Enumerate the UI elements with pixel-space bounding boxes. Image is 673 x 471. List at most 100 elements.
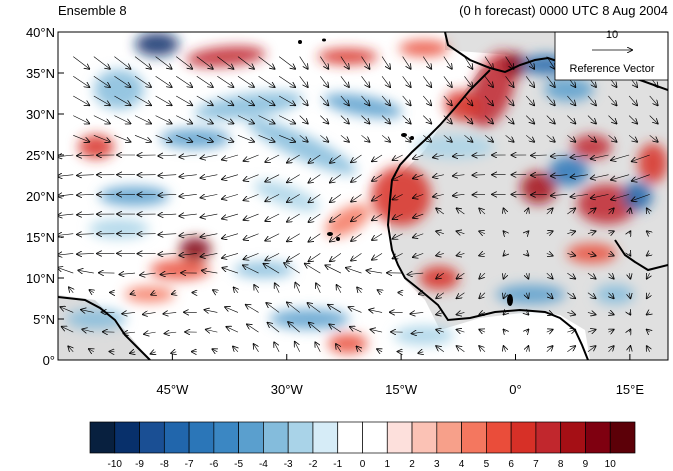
wind-vector (73, 115, 89, 124)
colorbar-segment (535, 421, 562, 454)
wind-vector (647, 346, 650, 352)
contour-blob (571, 134, 612, 159)
wind-vector (158, 155, 177, 156)
wind-vector (484, 56, 493, 69)
contour-blob (179, 237, 212, 262)
wind-vector (457, 253, 465, 255)
colorbar-segment (337, 421, 363, 454)
wind-vector (647, 312, 650, 314)
colorbar-segment (411, 421, 438, 454)
wind-vector (275, 283, 279, 293)
wind-vector (436, 253, 444, 255)
wind-vector (567, 253, 575, 255)
reference-vector-box (554, 32, 668, 81)
wind-vector (479, 292, 486, 299)
colorbar-label: 2 (409, 459, 415, 470)
wind-vector (351, 233, 362, 241)
wind-vector (628, 135, 637, 141)
colorbar-label: 5 (484, 459, 490, 470)
wind-vector (402, 95, 411, 105)
wind-vector (179, 253, 197, 255)
wind-vector (349, 307, 362, 313)
wind-vector (179, 194, 197, 196)
wind-vector (647, 253, 650, 255)
wind-vector (237, 95, 254, 105)
colorbar-segment (362, 421, 388, 454)
wind-vector (393, 233, 403, 239)
wind-vector (526, 293, 528, 299)
wind-vector (567, 292, 575, 299)
wind-vector (377, 349, 382, 352)
wind-vector (155, 95, 172, 105)
wind-vector (591, 174, 609, 179)
wind-vector (346, 268, 362, 274)
wind-vector (205, 310, 218, 313)
colorbar-segment (461, 421, 487, 454)
wind-vector (58, 268, 74, 274)
wind-vector (609, 330, 614, 333)
contour-blob (548, 156, 589, 187)
wind-vector (320, 76, 328, 87)
wind-vector (629, 253, 630, 255)
y-tick-label: 35°N (26, 66, 55, 81)
wind-vector (587, 208, 596, 215)
x-tick-label: 30°W (271, 382, 304, 397)
wind-vector (457, 272, 465, 279)
y-tick-label: 5°N (33, 312, 55, 327)
wind-vector (299, 135, 308, 141)
wind-vector (93, 95, 110, 105)
wind-vector (402, 56, 411, 69)
wind-vector (278, 115, 295, 124)
wind-vector (505, 115, 514, 124)
contour-field (66, 32, 668, 354)
wind-vector (457, 231, 465, 233)
wind-vector (351, 253, 362, 260)
wind-vector (287, 194, 300, 202)
wind-vector (546, 292, 553, 299)
wind-vector (393, 174, 403, 180)
wind-vector (591, 194, 609, 198)
contour-blob (269, 309, 350, 329)
wind-vector (567, 272, 575, 279)
wind-vector (123, 332, 136, 333)
axis-ticks (58, 31, 631, 361)
contour-blob (185, 46, 266, 68)
colorbar-label: 7 (533, 459, 539, 470)
wind-vector (443, 95, 452, 105)
wind-vector (609, 346, 614, 353)
wind-vector (546, 253, 553, 255)
wind-vector (244, 213, 259, 220)
wind-vector (546, 95, 555, 105)
wind-vector (413, 194, 424, 198)
wind-vector (246, 305, 259, 313)
wind-vector (122, 312, 136, 313)
wind-vector (58, 234, 74, 236)
colorbar-segment (188, 421, 215, 454)
wind-vector (457, 346, 465, 353)
wind-vector (464, 95, 472, 105)
wind-vector (264, 264, 280, 274)
wind-vector (155, 76, 172, 87)
wind-vector (217, 115, 233, 124)
wind-vector (504, 208, 506, 215)
wind-vector (505, 56, 514, 69)
wind-vector (479, 253, 486, 255)
wind-vector (81, 310, 94, 313)
wind-vector (265, 194, 280, 201)
wind-vector (340, 56, 349, 69)
wind-vector (330, 233, 342, 242)
wind-vector (287, 154, 300, 163)
wind-vector (299, 56, 308, 69)
wind-vector (504, 273, 506, 279)
wind-vector (647, 208, 650, 214)
wind-vector (567, 312, 575, 314)
wind-vector (171, 352, 176, 353)
wind-vector (73, 95, 89, 105)
wind-vector (89, 290, 93, 293)
wind-vector (196, 135, 213, 141)
wind-vector (320, 56, 328, 69)
colorbar-segment (560, 421, 586, 454)
wind-vector (68, 346, 73, 351)
wind-vector (611, 154, 630, 160)
colorbar-segment (114, 421, 140, 454)
